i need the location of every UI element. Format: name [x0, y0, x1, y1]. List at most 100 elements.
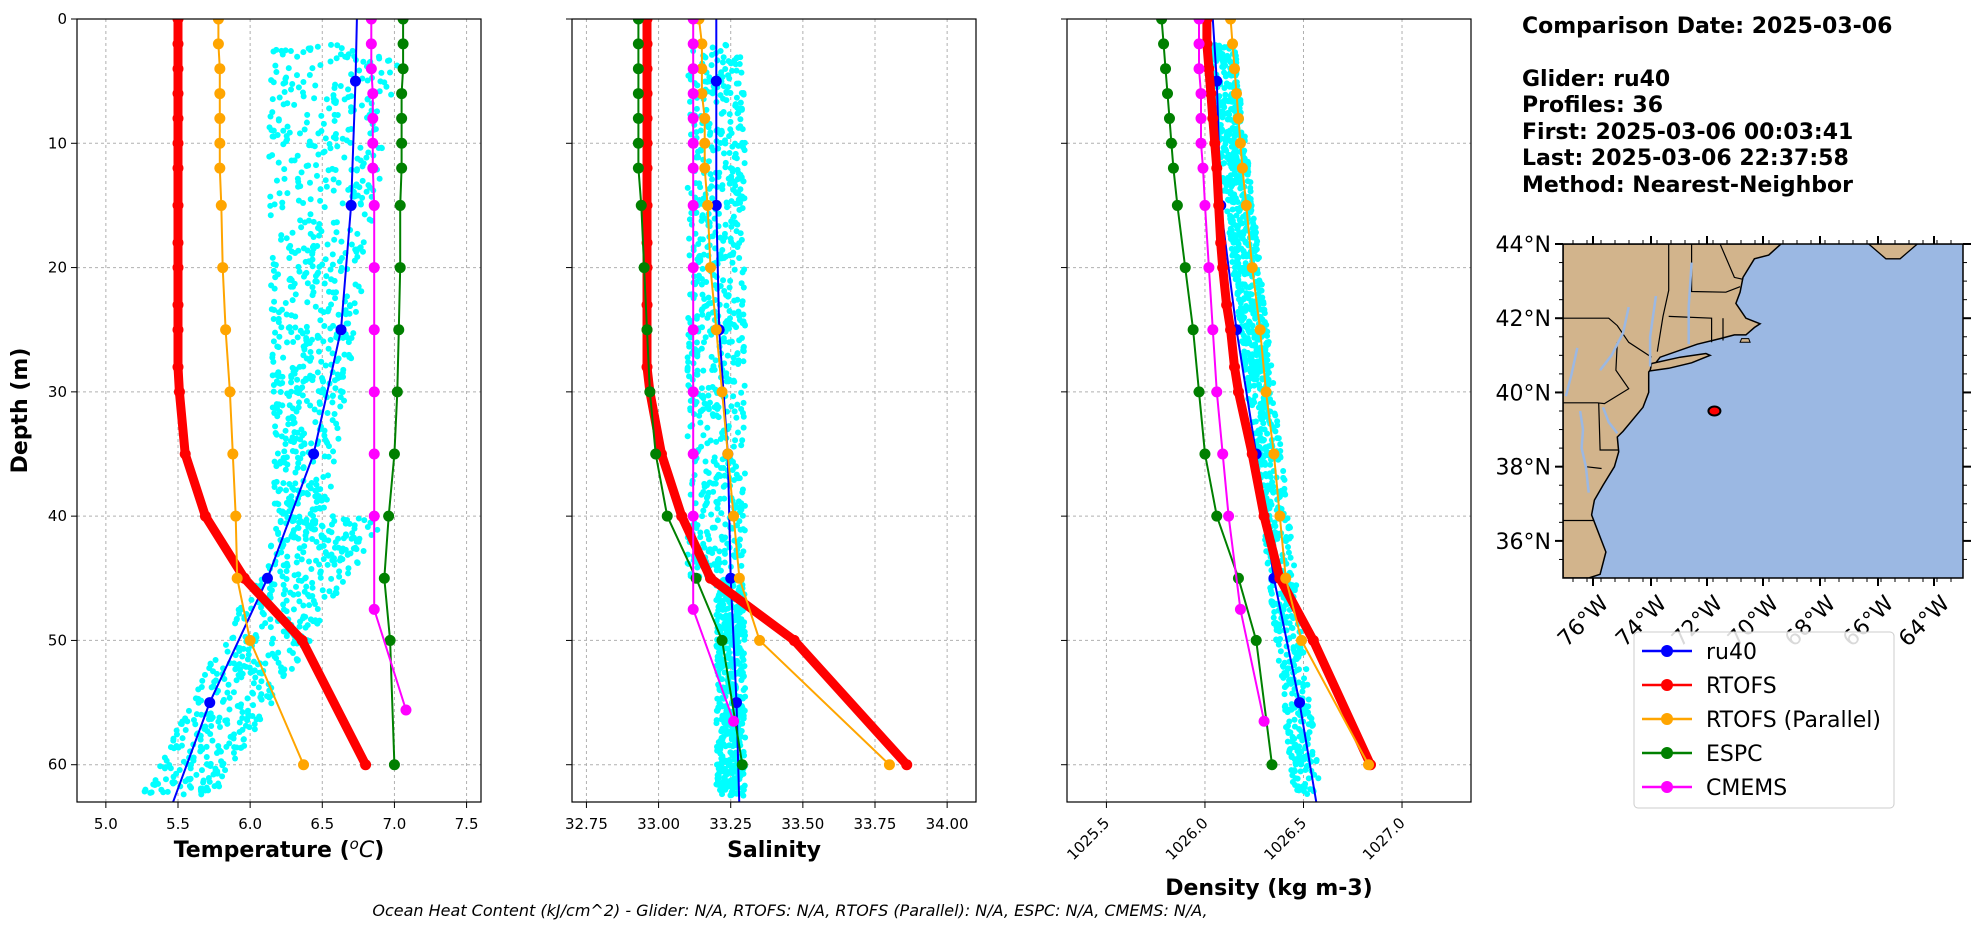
rtofs-point	[1207, 112, 1219, 124]
glider-obs-point	[708, 183, 715, 190]
glider-obs-point	[685, 358, 692, 365]
cmems-point	[400, 704, 412, 716]
espc-line	[637, 19, 744, 766]
glider-obs-point	[1233, 259, 1240, 266]
glider-obs-point	[313, 538, 320, 545]
glider-obs-point	[1223, 182, 1230, 189]
glider-obs-point	[273, 655, 280, 662]
glider-obs-point	[732, 182, 739, 189]
cmems-point	[687, 199, 699, 211]
glider-obs-point	[1295, 783, 1302, 790]
glider-obs-point	[726, 307, 733, 314]
glider-obs-point	[736, 105, 743, 112]
glider-obs-point	[324, 410, 331, 417]
glider-obs-point	[699, 311, 706, 318]
espc-point	[388, 759, 400, 771]
glider-obs-point	[311, 95, 318, 102]
glider-obs-point	[1295, 666, 1302, 673]
glider-obs-point	[318, 534, 325, 541]
last-time: Last: 2025-03-06 22:37:58	[1522, 146, 1849, 171]
legend-label: ru40	[1706, 640, 1757, 665]
glider-obs-point	[698, 345, 705, 352]
glider-obs-point	[338, 45, 345, 52]
glider-obs-point	[1228, 214, 1235, 221]
glider-obs-point	[350, 330, 357, 337]
density-plot-area	[1156, 19, 1376, 802]
glider-obs-point	[1242, 260, 1249, 267]
glider-obs-point	[262, 620, 269, 627]
glider-obs-point	[270, 635, 277, 642]
cmems-series	[1193, 19, 1270, 727]
glider-obs-point	[170, 773, 177, 780]
glider-obs-point	[314, 620, 321, 627]
x-tick-label: 1026.5	[1260, 814, 1310, 864]
espc-point	[396, 88, 408, 100]
glider-obs-point	[324, 561, 331, 568]
y-tick-label: 0	[57, 10, 67, 28]
glider-obs-point	[198, 788, 205, 795]
espc-point	[736, 759, 748, 771]
glider-obs-point	[1250, 397, 1257, 404]
glider-obs-point	[245, 651, 252, 658]
glider-obs-point	[233, 615, 240, 622]
glider-obs-point	[1226, 197, 1233, 204]
glider-obs-point	[1223, 147, 1230, 154]
glider-obs-point	[1282, 536, 1289, 543]
glider-obs-point	[267, 212, 274, 219]
glider-obs-point	[283, 608, 290, 615]
glider-obs-point	[343, 532, 350, 539]
rtofs-parallel-line	[217, 19, 305, 766]
glider-obs-point	[729, 743, 736, 750]
glider-obs-point	[330, 134, 337, 141]
rtofs-parallel-point	[217, 262, 229, 274]
glider-obs-point	[733, 80, 740, 87]
glider-obs-point	[332, 81, 339, 88]
glider-obs-point	[335, 179, 342, 186]
glider-obs-point	[277, 668, 284, 675]
glider-obs-point	[289, 649, 296, 656]
cmems-point	[367, 137, 379, 149]
legend-item-espc: ESPC	[1642, 742, 1763, 767]
glider-obs-point	[279, 573, 286, 580]
rtofs-point	[1215, 237, 1227, 249]
glider-obs-point	[245, 710, 252, 717]
glider-obs-point	[317, 197, 324, 204]
glider-obs-point	[388, 91, 395, 98]
glider-obs-point	[719, 182, 726, 189]
glider-obs-point	[1222, 73, 1229, 80]
glider-obs-point	[1247, 283, 1254, 290]
ru40-line	[1211, 19, 1318, 802]
glider-obs-point	[730, 443, 737, 450]
rtofs-parallel-point	[696, 38, 708, 50]
glider-obs-point	[351, 522, 358, 529]
glider-obs-point	[331, 377, 338, 384]
glider-obs-point	[306, 602, 313, 609]
glider-obs-point	[265, 563, 272, 570]
glider-obs-point	[257, 604, 264, 611]
cmems-point	[687, 38, 699, 50]
rtofs-point	[641, 19, 653, 25]
glider-obs-point	[724, 730, 731, 737]
rtofs-parallel-point	[1234, 137, 1246, 149]
glider-obs-point	[1275, 657, 1282, 664]
glider-obs-point	[360, 547, 367, 554]
glider-obs-point	[1302, 767, 1309, 774]
glider-obs-point	[319, 587, 326, 594]
glider-obs-point	[716, 548, 723, 555]
rtofs-parallel-line	[698, 19, 891, 766]
glider-obs-point	[185, 707, 192, 714]
glider-obs-point	[298, 426, 305, 433]
glider-obs-point	[739, 720, 746, 727]
espc-point	[396, 137, 408, 149]
glider-obs-point	[229, 635, 236, 642]
glider-obs-point	[1233, 212, 1240, 219]
glider-obs-point	[292, 448, 299, 455]
glider-obs-point	[1224, 116, 1231, 123]
glider-obs-point	[685, 315, 692, 322]
glider-obs-point	[348, 334, 355, 341]
glider-obs-point	[276, 190, 283, 197]
legend-swatch-marker	[1661, 713, 1673, 725]
glider-obs-point	[728, 223, 735, 230]
glider-obs-point	[364, 523, 371, 530]
glider-obs-point	[726, 180, 733, 187]
